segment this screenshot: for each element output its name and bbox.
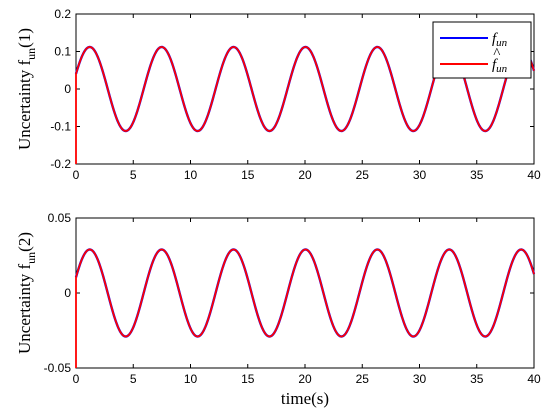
bottom-series-fun-hat <box>75 248 535 368</box>
bottom-plot-frame <box>75 217 535 369</box>
top-x-ticks: 0 5 10 15 20 25 30 35 40 <box>73 14 541 182</box>
bottom-y-axis-label: Uncertainty fun(2) <box>15 232 38 354</box>
legend-label-fun-hat: fun <box>492 57 508 75</box>
top-x-tick-label: 30 <box>413 168 427 182</box>
bottom-x-tick-label: 35 <box>470 372 484 386</box>
bottom-x-tick-label: 25 <box>356 372 370 386</box>
top-x-tick-label: 20 <box>298 168 312 182</box>
top-y-tick-label: 0 <box>64 82 71 96</box>
top-x-tick-label: 25 <box>356 168 370 182</box>
top-x-tick-label: 40 <box>527 168 541 182</box>
top-y-ticks: -0.2 -0.1 0 0.1 0.2 <box>50 7 534 171</box>
bottom-x-ticks: 0 5 10 15 20 25 30 35 40 <box>73 218 541 386</box>
bottom-y-tick-label: 0.05 <box>48 211 72 225</box>
bottom-series <box>74 248 536 368</box>
bottom-y-tick-label: -0.05 <box>44 361 72 375</box>
top-y-tick-label: -0.1 <box>50 120 71 134</box>
x-axis-label: time(s) <box>281 389 329 408</box>
top-x-tick-label: 35 <box>470 168 484 182</box>
top-x-tick-label: 10 <box>184 168 198 182</box>
legend-label-fun: fun <box>492 31 508 49</box>
bottom-x-tick-label: 40 <box>527 372 541 386</box>
top-y-tick-label: 0.2 <box>54 7 71 21</box>
top-x-tick-label: 5 <box>130 168 137 182</box>
bottom-x-tick-label: 0 <box>73 372 80 386</box>
bottom-x-tick-label: 20 <box>298 372 312 386</box>
top-y-tick-label: -0.2 <box>50 157 71 171</box>
bottom-x-tick-label: 10 <box>184 372 198 386</box>
bottom-y-ticks: -0.05 0 0.05 <box>44 211 534 375</box>
legend-box <box>432 21 532 79</box>
bottom-y-tick-label: 0 <box>64 286 71 300</box>
legend: fun ^ fun <box>432 21 532 79</box>
top-x-tick-label: 15 <box>241 168 255 182</box>
top-y-tick-label: 0.1 <box>54 45 71 59</box>
bottom-x-tick-label: 5 <box>130 372 137 386</box>
top-y-axis-label: Uncertainty fun(1) <box>15 28 38 150</box>
bottom-x-tick-label: 30 <box>413 372 427 386</box>
top-subplot: 0 5 10 15 20 25 30 35 40 -0.2 -0.1 0 0.1 0.2 Uncerta… <box>15 7 541 182</box>
top-x-tick-label: 0 <box>73 168 80 182</box>
bottom-x-tick-label: 15 <box>241 372 255 386</box>
legend-hat-mark: ^ <box>493 46 501 62</box>
